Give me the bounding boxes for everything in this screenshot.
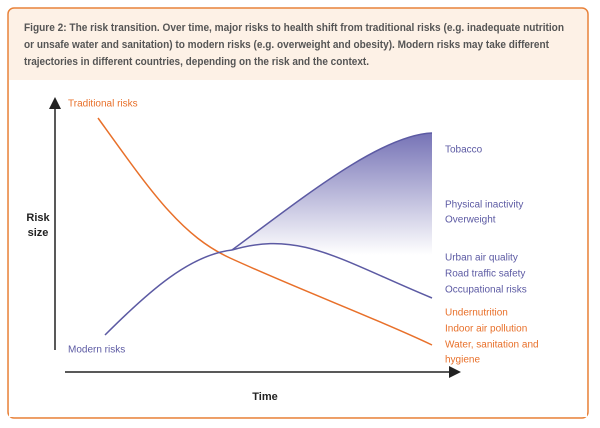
risk-label: Undernutrition xyxy=(445,308,508,319)
title-line: trajectories in different countries, dep… xyxy=(24,56,369,68)
modern-curve xyxy=(104,249,233,336)
chart-area xyxy=(9,80,587,417)
risk-label: Road traffic safety xyxy=(445,269,525,280)
risk-label: Occupational risks xyxy=(445,285,527,296)
y-axis-label: size xyxy=(28,227,49,239)
curve-label: Traditional risks xyxy=(68,99,138,110)
risk-label: Tobacco xyxy=(445,145,483,156)
risk-label: Overweight xyxy=(445,215,496,226)
title-line: or unsafe water and sanitation) to moder… xyxy=(24,39,549,51)
risk-label: hygiene xyxy=(445,355,480,366)
risk-label: Water, sanitation and xyxy=(445,340,539,351)
modern-curve-lower xyxy=(231,242,433,299)
title: Figure 2: The risk transition. Over time… xyxy=(24,22,564,68)
modern-curve-upper xyxy=(231,132,433,251)
risk-label: Indoor air pollution xyxy=(445,324,527,335)
y-axis-label: Risk xyxy=(26,212,50,224)
risk-label: Physical inactivity xyxy=(445,200,523,211)
traditional-curve xyxy=(97,117,433,346)
curve-label: Modern risks xyxy=(68,345,125,356)
title-line: Figure 2: The risk transition. Over time… xyxy=(24,22,564,34)
risk-label: Urban air quality xyxy=(445,253,518,264)
modern-risk-band xyxy=(232,133,432,298)
x-axis-label: Time xyxy=(252,391,277,403)
